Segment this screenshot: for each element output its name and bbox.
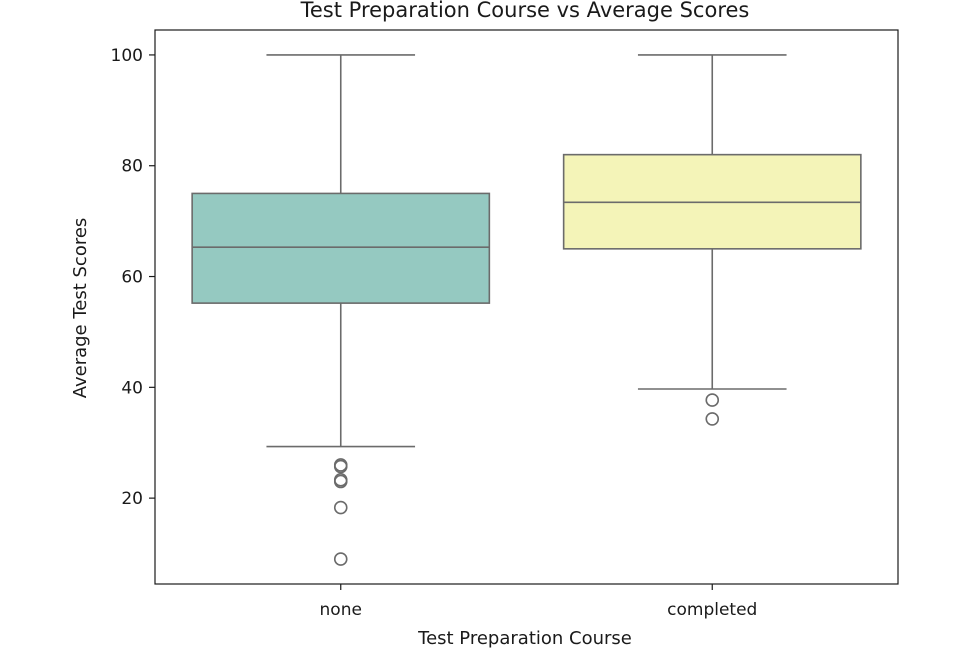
x-tick-label: none — [320, 600, 362, 620]
iqr-box — [191, 192, 491, 304]
x-tick-label: completed — [667, 600, 757, 620]
y-tick-label: 20 — [121, 489, 143, 509]
y-tick-label: 60 — [121, 268, 143, 288]
outlier-point — [333, 459, 348, 474]
y-tick-label: 40 — [121, 378, 143, 398]
plot-area — [191, 54, 862, 566]
y-axis-title: Average Test Scores — [70, 218, 91, 399]
chart-title: Test Preparation Course vs Average Score… — [300, 0, 750, 22]
outlier-point — [333, 474, 348, 489]
outlier-point — [705, 393, 720, 407]
y-tick-label: 100 — [111, 46, 143, 66]
box-group-none — [191, 54, 491, 566]
outlier-point — [705, 412, 720, 426]
outlier-point — [333, 552, 348, 566]
box-group-completed — [562, 54, 862, 426]
y-axis: 20 40 60 80 100 — [111, 46, 155, 509]
axes-frame — [154, 29, 899, 585]
y-tick-label: 80 — [121, 157, 143, 177]
x-axis-title: Test Preparation Course — [417, 628, 632, 649]
x-axis: none completed — [320, 584, 757, 620]
outlier-point — [333, 500, 348, 515]
